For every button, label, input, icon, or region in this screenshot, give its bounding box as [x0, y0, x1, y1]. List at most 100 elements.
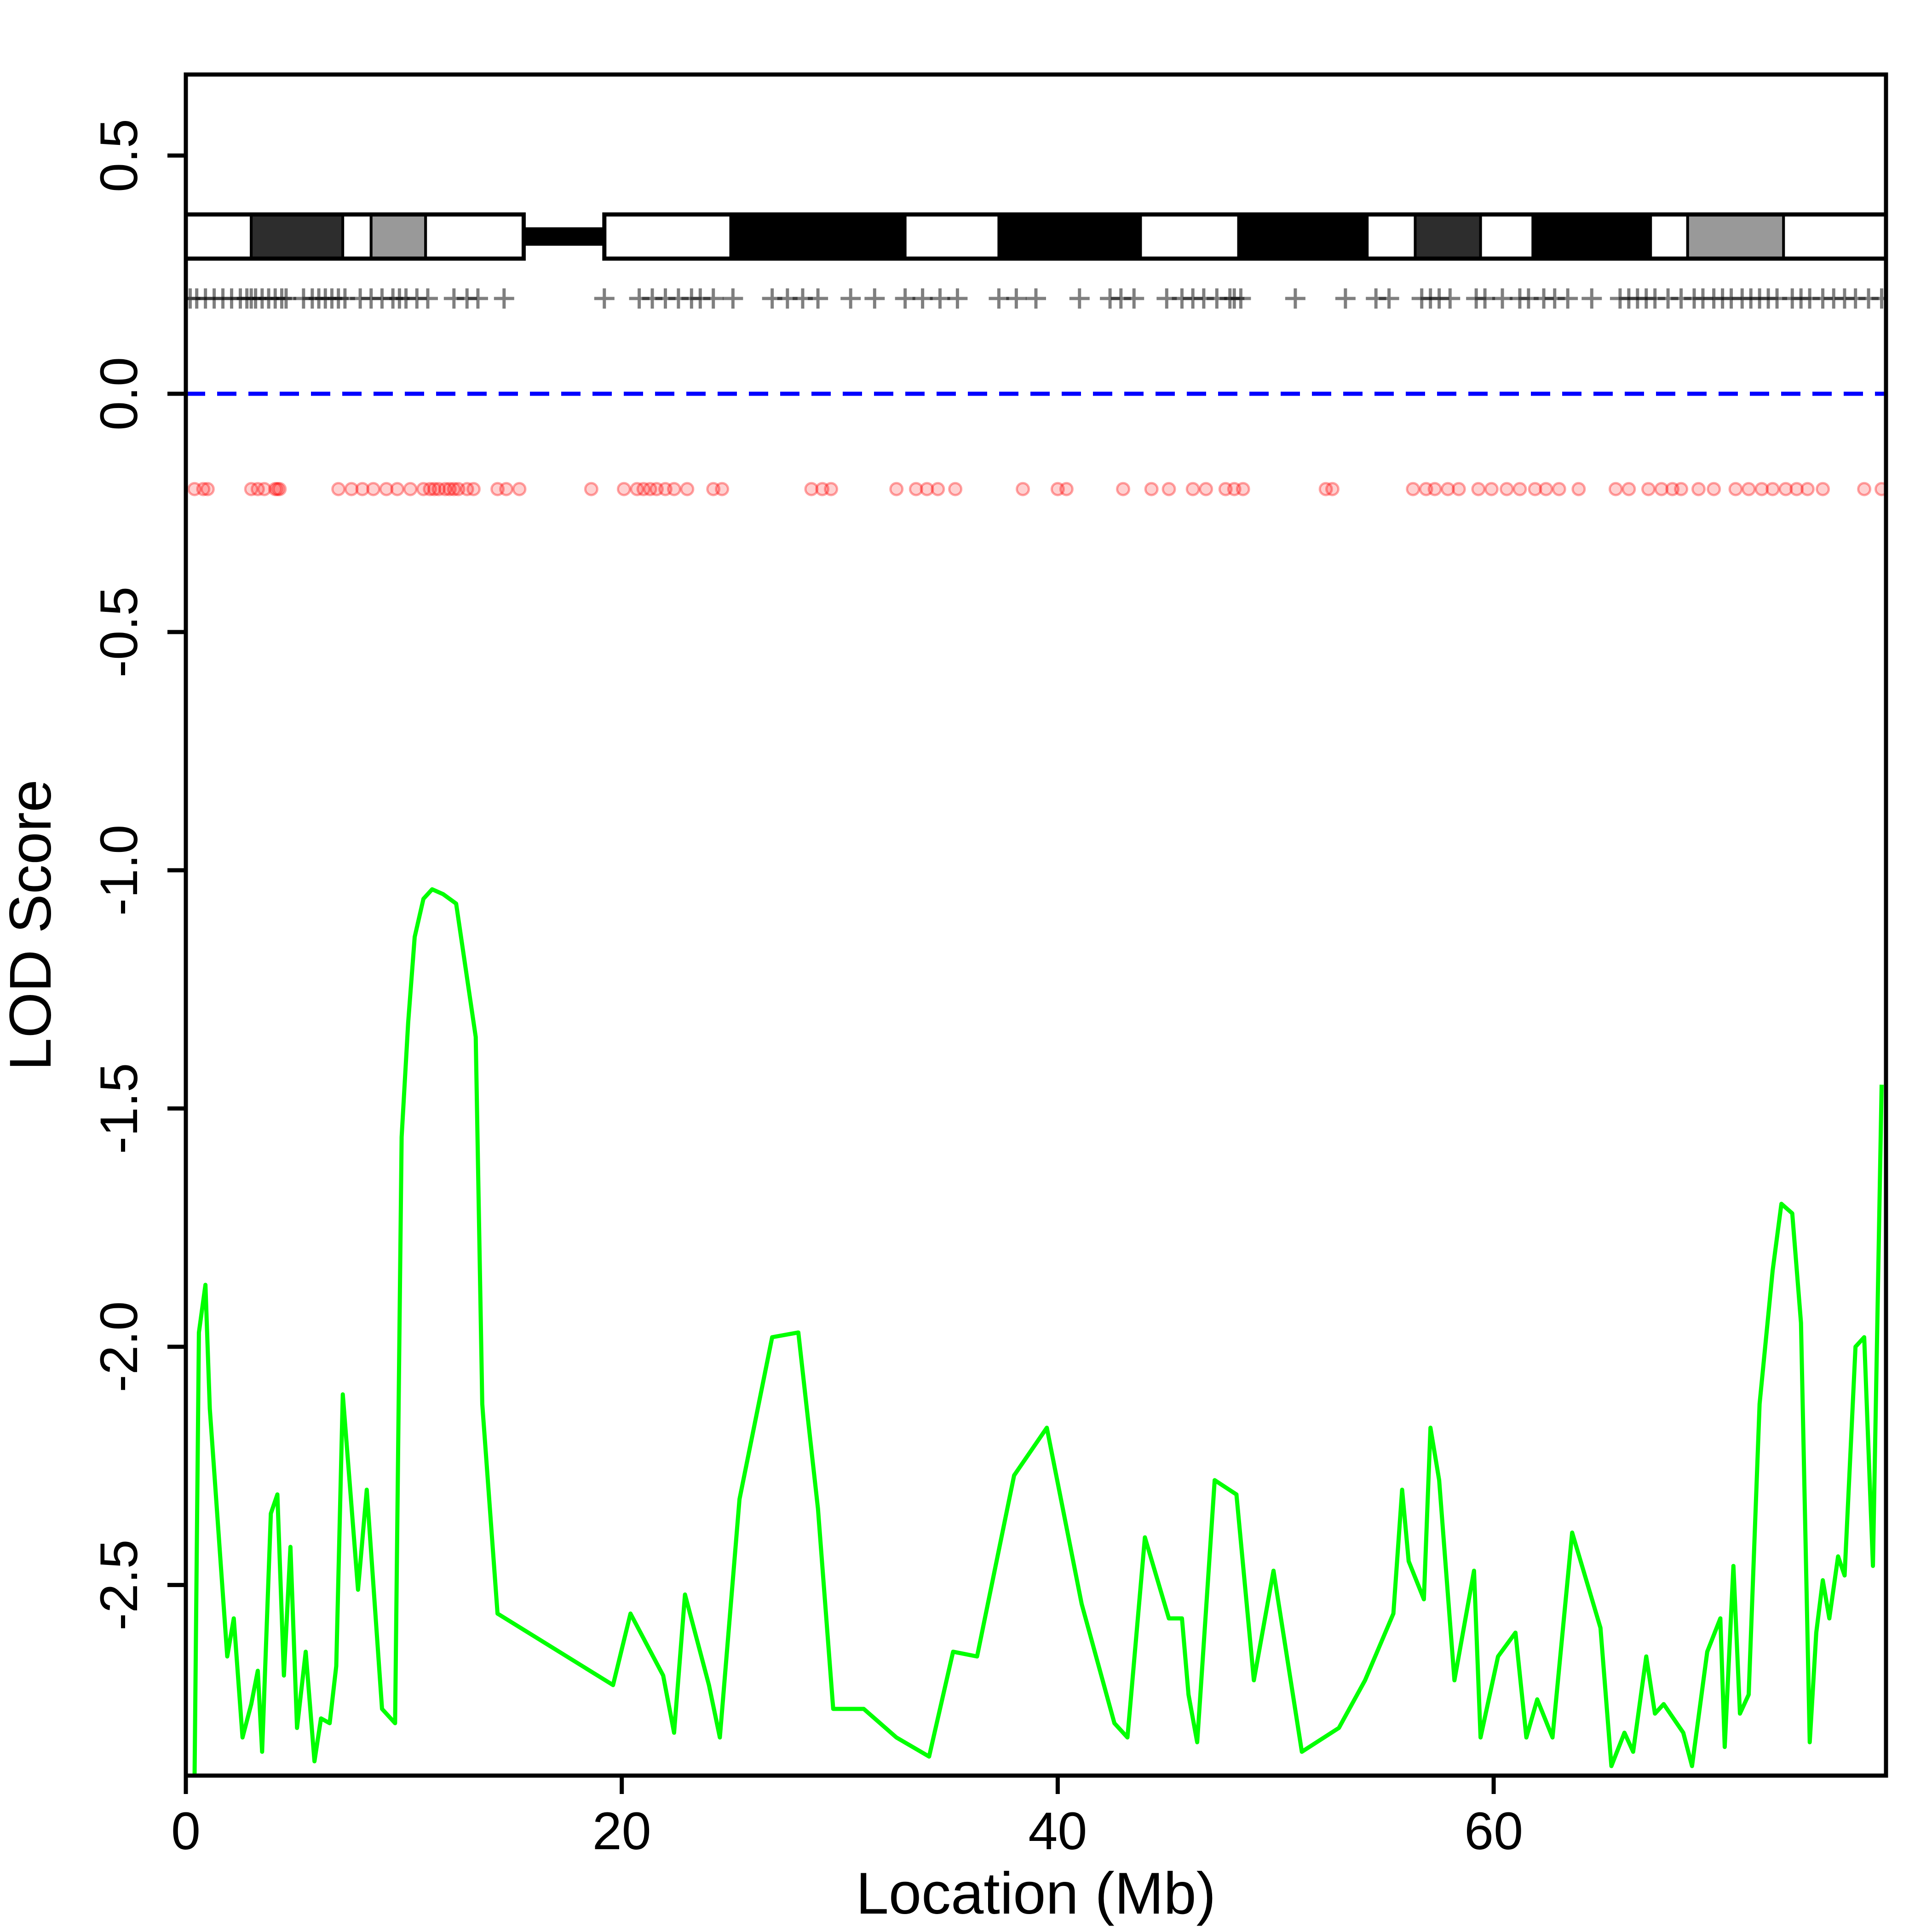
- ideogram-band: [1414, 213, 1482, 260]
- point-track-dot: [1484, 482, 1499, 496]
- point-track-dot: [1016, 482, 1030, 496]
- point-track-dot: [1318, 482, 1333, 496]
- marker-plus: [989, 288, 1009, 309]
- ideogram-band: [1531, 213, 1652, 260]
- point-track-dot: [1857, 482, 1872, 496]
- ideogram-band: [341, 213, 373, 260]
- point-track-dot: [920, 482, 934, 496]
- point-track-dot: [1441, 482, 1455, 496]
- point-track-dot: [250, 482, 265, 496]
- point-track-dot: [451, 482, 466, 496]
- point-track-dot: [423, 482, 437, 496]
- point-track-dot: [1500, 482, 1514, 496]
- ideogram-band: [1686, 213, 1785, 260]
- lod-score-line: [192, 887, 1884, 1776]
- point-track-dot: [403, 482, 418, 496]
- point-track-dot: [1236, 482, 1250, 496]
- point-track-dot: [1816, 482, 1830, 496]
- plot-layer: [186, 212, 1886, 1776]
- marker-plus: [895, 288, 915, 309]
- point-track-dot: [1765, 482, 1780, 496]
- point-track-dot: [908, 482, 923, 496]
- point-track-dot: [1539, 482, 1553, 496]
- marker-plus: [1379, 288, 1399, 309]
- point-track-dot: [416, 482, 431, 496]
- marker-plus: [912, 288, 933, 309]
- point-track-dot: [1552, 482, 1566, 496]
- ideogram-band: [1139, 213, 1240, 260]
- point-track-dot: [1622, 482, 1636, 496]
- x-tick-label: 60: [1464, 1802, 1523, 1861]
- marker-plus: [1558, 288, 1578, 309]
- point-track-dot: [379, 482, 394, 496]
- point-track-dot: [1800, 482, 1815, 496]
- point-track-dot: [1162, 482, 1176, 496]
- point-track-dot: [1199, 482, 1213, 496]
- marker-plus: [1006, 288, 1027, 309]
- point-track-dot: [815, 482, 830, 496]
- point-track-dot: [1665, 482, 1680, 496]
- x-tick-label: 40: [1028, 1802, 1087, 1861]
- point-track-dot: [272, 482, 287, 496]
- point-track-dot: [427, 482, 442, 496]
- x-axis: 0 20 40 60: [171, 1776, 1523, 1861]
- point-track-dot: [680, 482, 695, 496]
- plot-content: [186, 212, 1886, 1776]
- point-track-dot: [616, 482, 631, 496]
- point-track-dot: [1059, 482, 1074, 496]
- point-track-dot: [931, 482, 945, 496]
- marker-plus: [1492, 288, 1513, 309]
- marker-plus: [840, 288, 861, 309]
- point-track-dot: [1641, 482, 1656, 496]
- marker-plus: [723, 288, 743, 309]
- point-track-dot: [1471, 482, 1486, 496]
- point-track-dot: [1050, 482, 1065, 496]
- point-track-dot: [889, 482, 904, 496]
- ideogram-band: [729, 213, 907, 260]
- point-track-dot: [1874, 482, 1886, 496]
- point-track-dot: [366, 482, 381, 496]
- marker-plus: [467, 288, 488, 309]
- point-track-dot: [1741, 482, 1756, 496]
- point-track-dot: [824, 482, 839, 496]
- y-tick-label: 0.0: [90, 357, 149, 431]
- x-tick-label: 20: [592, 1802, 651, 1861]
- point-track-dot: [1789, 482, 1804, 496]
- ideogram-band: [997, 213, 1142, 260]
- point-track-dot: [512, 482, 527, 496]
- ideogram-band: [603, 213, 732, 260]
- ideogram-band: [1479, 213, 1535, 260]
- marker-plus: [947, 288, 968, 309]
- point-track-dot: [630, 482, 644, 496]
- point-track-dot: [257, 482, 272, 496]
- point-track-dot: [1571, 482, 1586, 496]
- point-track-dot: [331, 482, 346, 496]
- point-track-dot: [1325, 482, 1340, 496]
- point-track-dot: [1185, 482, 1200, 496]
- ideogram-band: [369, 213, 427, 260]
- plot-frame: [184, 72, 1888, 1778]
- point-track-dot: [442, 482, 457, 496]
- point-track-dot: [1754, 482, 1769, 496]
- ideogram-centromere: [523, 227, 604, 246]
- marker-plus: [930, 288, 950, 309]
- point-track-dot: [1778, 482, 1793, 496]
- point-track-dot: [344, 482, 359, 496]
- y-tick-label: -0.5: [90, 586, 149, 678]
- point-track-dot: [1218, 482, 1233, 496]
- ideogram-band: [1649, 213, 1689, 260]
- point-track-dot: [650, 482, 664, 496]
- point-track-dot: [636, 482, 651, 496]
- ideogram-band: [1366, 213, 1417, 260]
- ideogram-band: [1237, 213, 1369, 260]
- point-track-dot: [270, 482, 285, 496]
- ideogram-arm-outline: [602, 212, 1886, 261]
- point-track-dot: [1691, 482, 1706, 496]
- point-track-dot: [390, 482, 405, 496]
- point-track-dot: [268, 482, 282, 496]
- y-tick-label: -1.0: [90, 825, 149, 916]
- marker-plus: [494, 288, 514, 309]
- point-track-dot: [187, 482, 202, 496]
